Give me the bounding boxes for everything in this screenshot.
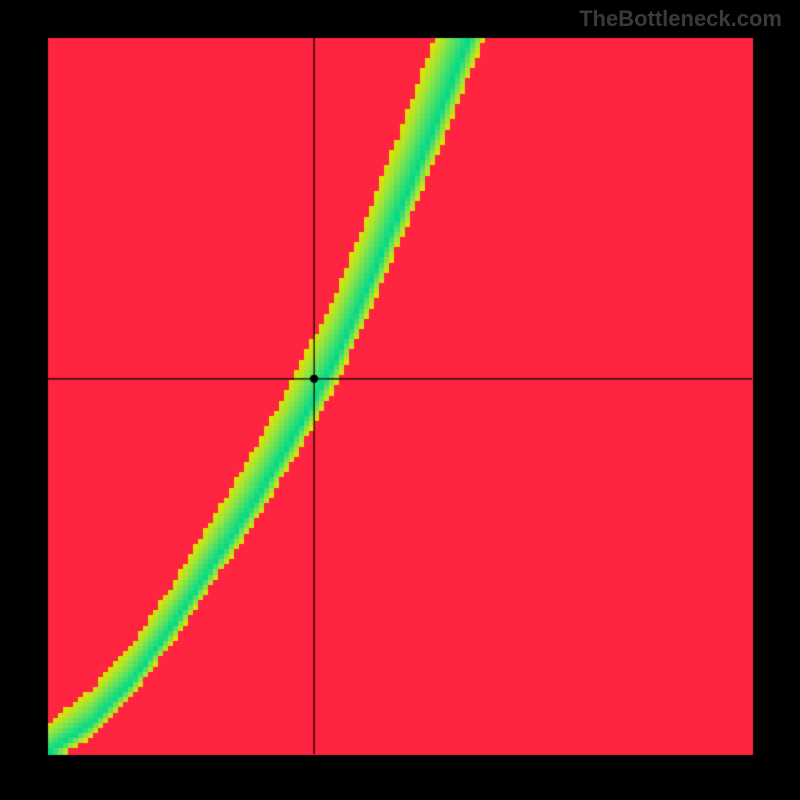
bottleneck-heatmap bbox=[0, 0, 800, 800]
watermark-text: TheBottleneck.com bbox=[579, 6, 782, 32]
